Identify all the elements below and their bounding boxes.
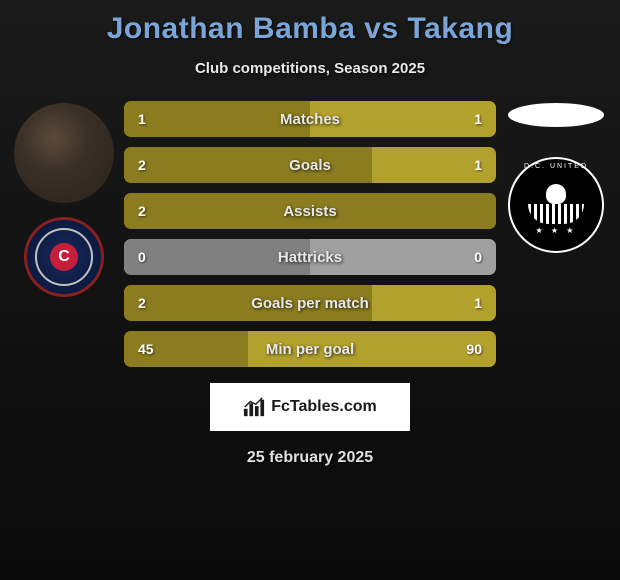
stat-value-left: 2: [138, 203, 146, 219]
stat-bar: 0 Hattricks 0: [124, 239, 496, 275]
stat-bar: 2 Assists: [124, 193, 496, 229]
stat-bar-fill: [124, 147, 372, 183]
page-title: Jonathan Bamba vs Takang: [0, 0, 620, 46]
stat-bar: 2 Goals 1: [124, 147, 496, 183]
player1-club-logo: C: [24, 217, 104, 297]
stat-bar: 2 Goals per match 1: [124, 285, 496, 321]
stat-value-left: 2: [138, 157, 146, 173]
stat-value-left: 2: [138, 295, 146, 311]
left-player-column: C: [8, 101, 120, 297]
stat-label: Goals per match: [251, 295, 369, 312]
stat-value-right: 1: [474, 295, 482, 311]
stat-label: Assists: [283, 203, 336, 220]
player1-avatar: [14, 103, 114, 203]
stat-bar: 1 Matches 1: [124, 101, 496, 137]
player2-club-logo: D.C. UNITED ★ ★ ★: [508, 157, 604, 253]
footer-brand-text: FcTables.com: [271, 398, 377, 416]
stats-bars-column: 1 Matches 1 2 Goals 1 2 Assists 0 Hattricks 0 2 Goal…: [120, 101, 500, 367]
date-text: 25 february 2025: [0, 449, 620, 467]
stat-value-right: 1: [474, 111, 482, 127]
stat-value-left: 45: [138, 341, 154, 357]
stat-value-left: 1: [138, 111, 146, 127]
stat-label: Matches: [280, 111, 340, 128]
comparison-container: C 1 Matches 1 2 Goals 1 2 Assists 0 Hattricks 0 2 Go…: [0, 101, 620, 367]
player2-avatar: [508, 103, 604, 127]
stat-bar: 45 Min per goal 90: [124, 331, 496, 367]
footer-brand-badge: FcTables.com: [210, 383, 410, 431]
stat-value-left: 0: [138, 249, 146, 265]
stat-label: Hattricks: [278, 249, 342, 266]
right-player-column: D.C. UNITED ★ ★ ★: [500, 101, 612, 253]
stat-label: Goals: [289, 157, 331, 174]
stat-value-right: 90: [466, 341, 482, 357]
fctables-logo-icon: [243, 396, 265, 418]
stat-value-right: 0: [474, 249, 482, 265]
stat-value-right: 1: [474, 157, 482, 173]
subtitle: Club competitions, Season 2025: [0, 60, 620, 77]
stat-label: Min per goal: [266, 341, 354, 358]
